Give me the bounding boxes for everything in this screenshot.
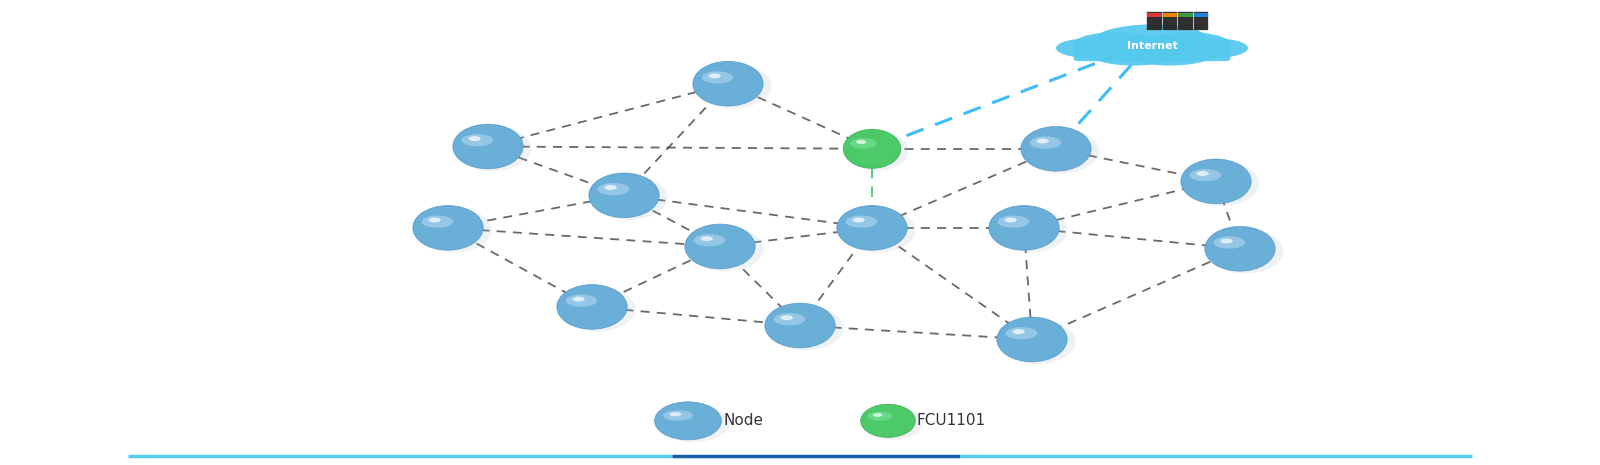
Bar	[1147, 12, 1162, 30]
Bar	[1147, 13, 1162, 17]
Ellipse shape	[845, 215, 877, 228]
Ellipse shape	[853, 218, 864, 222]
Circle shape	[1146, 32, 1232, 57]
Ellipse shape	[838, 208, 915, 252]
Ellipse shape	[669, 412, 682, 416]
Ellipse shape	[1221, 239, 1232, 243]
Ellipse shape	[694, 234, 725, 246]
Ellipse shape	[765, 303, 835, 348]
Bar	[1178, 13, 1192, 17]
Ellipse shape	[1021, 126, 1091, 171]
Ellipse shape	[462, 134, 493, 146]
Ellipse shape	[766, 306, 843, 350]
Circle shape	[1122, 38, 1218, 66]
Ellipse shape	[1206, 229, 1283, 273]
Ellipse shape	[685, 224, 755, 269]
Ellipse shape	[1181, 159, 1251, 204]
Ellipse shape	[693, 61, 763, 106]
Ellipse shape	[469, 136, 480, 141]
Ellipse shape	[573, 297, 584, 301]
Ellipse shape	[686, 226, 763, 271]
Ellipse shape	[1189, 169, 1221, 181]
Ellipse shape	[701, 236, 712, 241]
Ellipse shape	[557, 285, 627, 329]
Ellipse shape	[605, 185, 616, 190]
Ellipse shape	[856, 140, 866, 144]
Ellipse shape	[1013, 329, 1024, 334]
Ellipse shape	[990, 208, 1067, 252]
Ellipse shape	[1182, 161, 1259, 206]
Ellipse shape	[774, 313, 805, 325]
Ellipse shape	[662, 410, 693, 421]
Circle shape	[1072, 32, 1158, 57]
Ellipse shape	[845, 132, 909, 171]
Bar	[1194, 12, 1208, 30]
Ellipse shape	[1037, 139, 1048, 143]
Ellipse shape	[598, 183, 629, 195]
Circle shape	[1056, 39, 1123, 58]
Ellipse shape	[1005, 327, 1037, 339]
Text: Internet: Internet	[1126, 41, 1178, 51]
Ellipse shape	[414, 208, 491, 252]
Circle shape	[1181, 39, 1248, 58]
Ellipse shape	[422, 215, 453, 228]
Ellipse shape	[590, 175, 667, 220]
Ellipse shape	[566, 294, 597, 307]
Ellipse shape	[558, 287, 635, 332]
Bar	[1178, 12, 1192, 30]
Ellipse shape	[998, 319, 1075, 364]
Ellipse shape	[867, 412, 893, 421]
Circle shape	[1091, 24, 1213, 59]
Ellipse shape	[874, 413, 882, 417]
Bar	[1194, 13, 1208, 17]
Ellipse shape	[656, 404, 730, 442]
Ellipse shape	[589, 173, 659, 218]
Ellipse shape	[429, 218, 440, 222]
Ellipse shape	[998, 215, 1029, 228]
Ellipse shape	[694, 64, 771, 108]
FancyBboxPatch shape	[1074, 44, 1230, 61]
Ellipse shape	[997, 317, 1067, 362]
Ellipse shape	[989, 206, 1059, 250]
Circle shape	[1086, 38, 1182, 66]
Ellipse shape	[1205, 226, 1275, 271]
Ellipse shape	[1022, 129, 1099, 173]
Ellipse shape	[861, 404, 915, 438]
Bar	[1163, 12, 1178, 30]
Ellipse shape	[709, 73, 720, 78]
Ellipse shape	[1030, 136, 1061, 149]
Ellipse shape	[654, 402, 722, 440]
Ellipse shape	[1197, 171, 1208, 176]
Text: Node: Node	[723, 413, 763, 428]
Bar	[1163, 13, 1178, 17]
Text: FCU1101: FCU1101	[917, 413, 986, 428]
Ellipse shape	[1214, 236, 1245, 249]
Ellipse shape	[862, 406, 923, 440]
Ellipse shape	[1005, 218, 1016, 222]
Ellipse shape	[454, 126, 531, 171]
Ellipse shape	[843, 129, 901, 168]
Ellipse shape	[413, 206, 483, 250]
Ellipse shape	[837, 206, 907, 250]
Ellipse shape	[851, 138, 877, 149]
Ellipse shape	[781, 315, 792, 320]
Ellipse shape	[701, 71, 733, 84]
Ellipse shape	[453, 124, 523, 169]
